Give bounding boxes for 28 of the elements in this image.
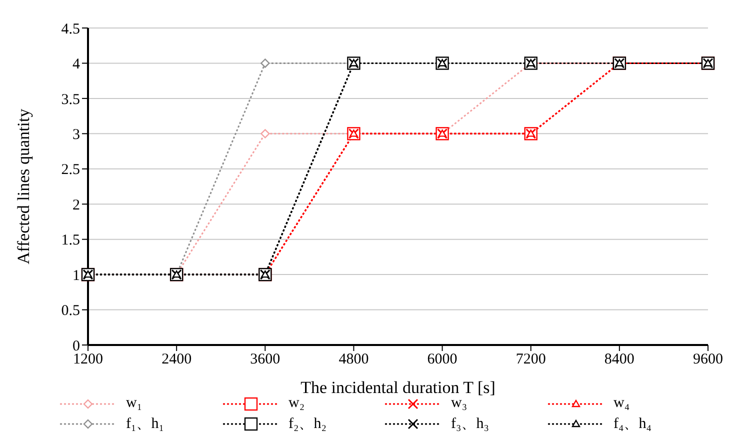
x-tick-label: 6000	[427, 352, 458, 368]
x-tick-label: 2400	[162, 352, 192, 368]
y-tick-label: 4.5	[61, 21, 80, 38]
legend-label: f₃、h₃	[451, 415, 489, 433]
x-axis-title: The incidental duration T [s]	[300, 378, 496, 397]
y-tick-label: 3	[72, 126, 80, 143]
legend-label: f₄、h₄	[614, 415, 652, 433]
legend-label: f₁、h₁	[126, 415, 164, 433]
x-tick-label: 7200	[516, 352, 546, 368]
x-tick-label: 1200	[73, 352, 103, 368]
x-tick-label: 3600	[250, 352, 280, 368]
y-tick-label: 0.5	[61, 303, 80, 320]
legend-label: w₂	[288, 395, 305, 412]
x-tick-label: 8400	[604, 352, 634, 368]
y-tick-label: 1	[72, 268, 80, 284]
x-tick-label: 4800	[338, 352, 369, 368]
y-tick-label: 2.5	[61, 162, 80, 178]
legend-label: f₂、h₂	[288, 415, 326, 433]
y-tick-label: 4	[72, 56, 80, 73]
y-tick-label: 3.5	[61, 92, 80, 108]
y-tick-label: 0	[72, 338, 80, 354]
y-tick-label: 1.5	[61, 232, 80, 249]
legend-label: w₄	[614, 395, 630, 412]
legend-label: w₁	[126, 395, 142, 412]
y-tick-label: 2	[72, 197, 80, 214]
x-tick-label: 9600	[693, 352, 723, 368]
y-axis-title: Affected lines quantity	[14, 108, 34, 264]
legend-label: w₃	[451, 395, 468, 412]
